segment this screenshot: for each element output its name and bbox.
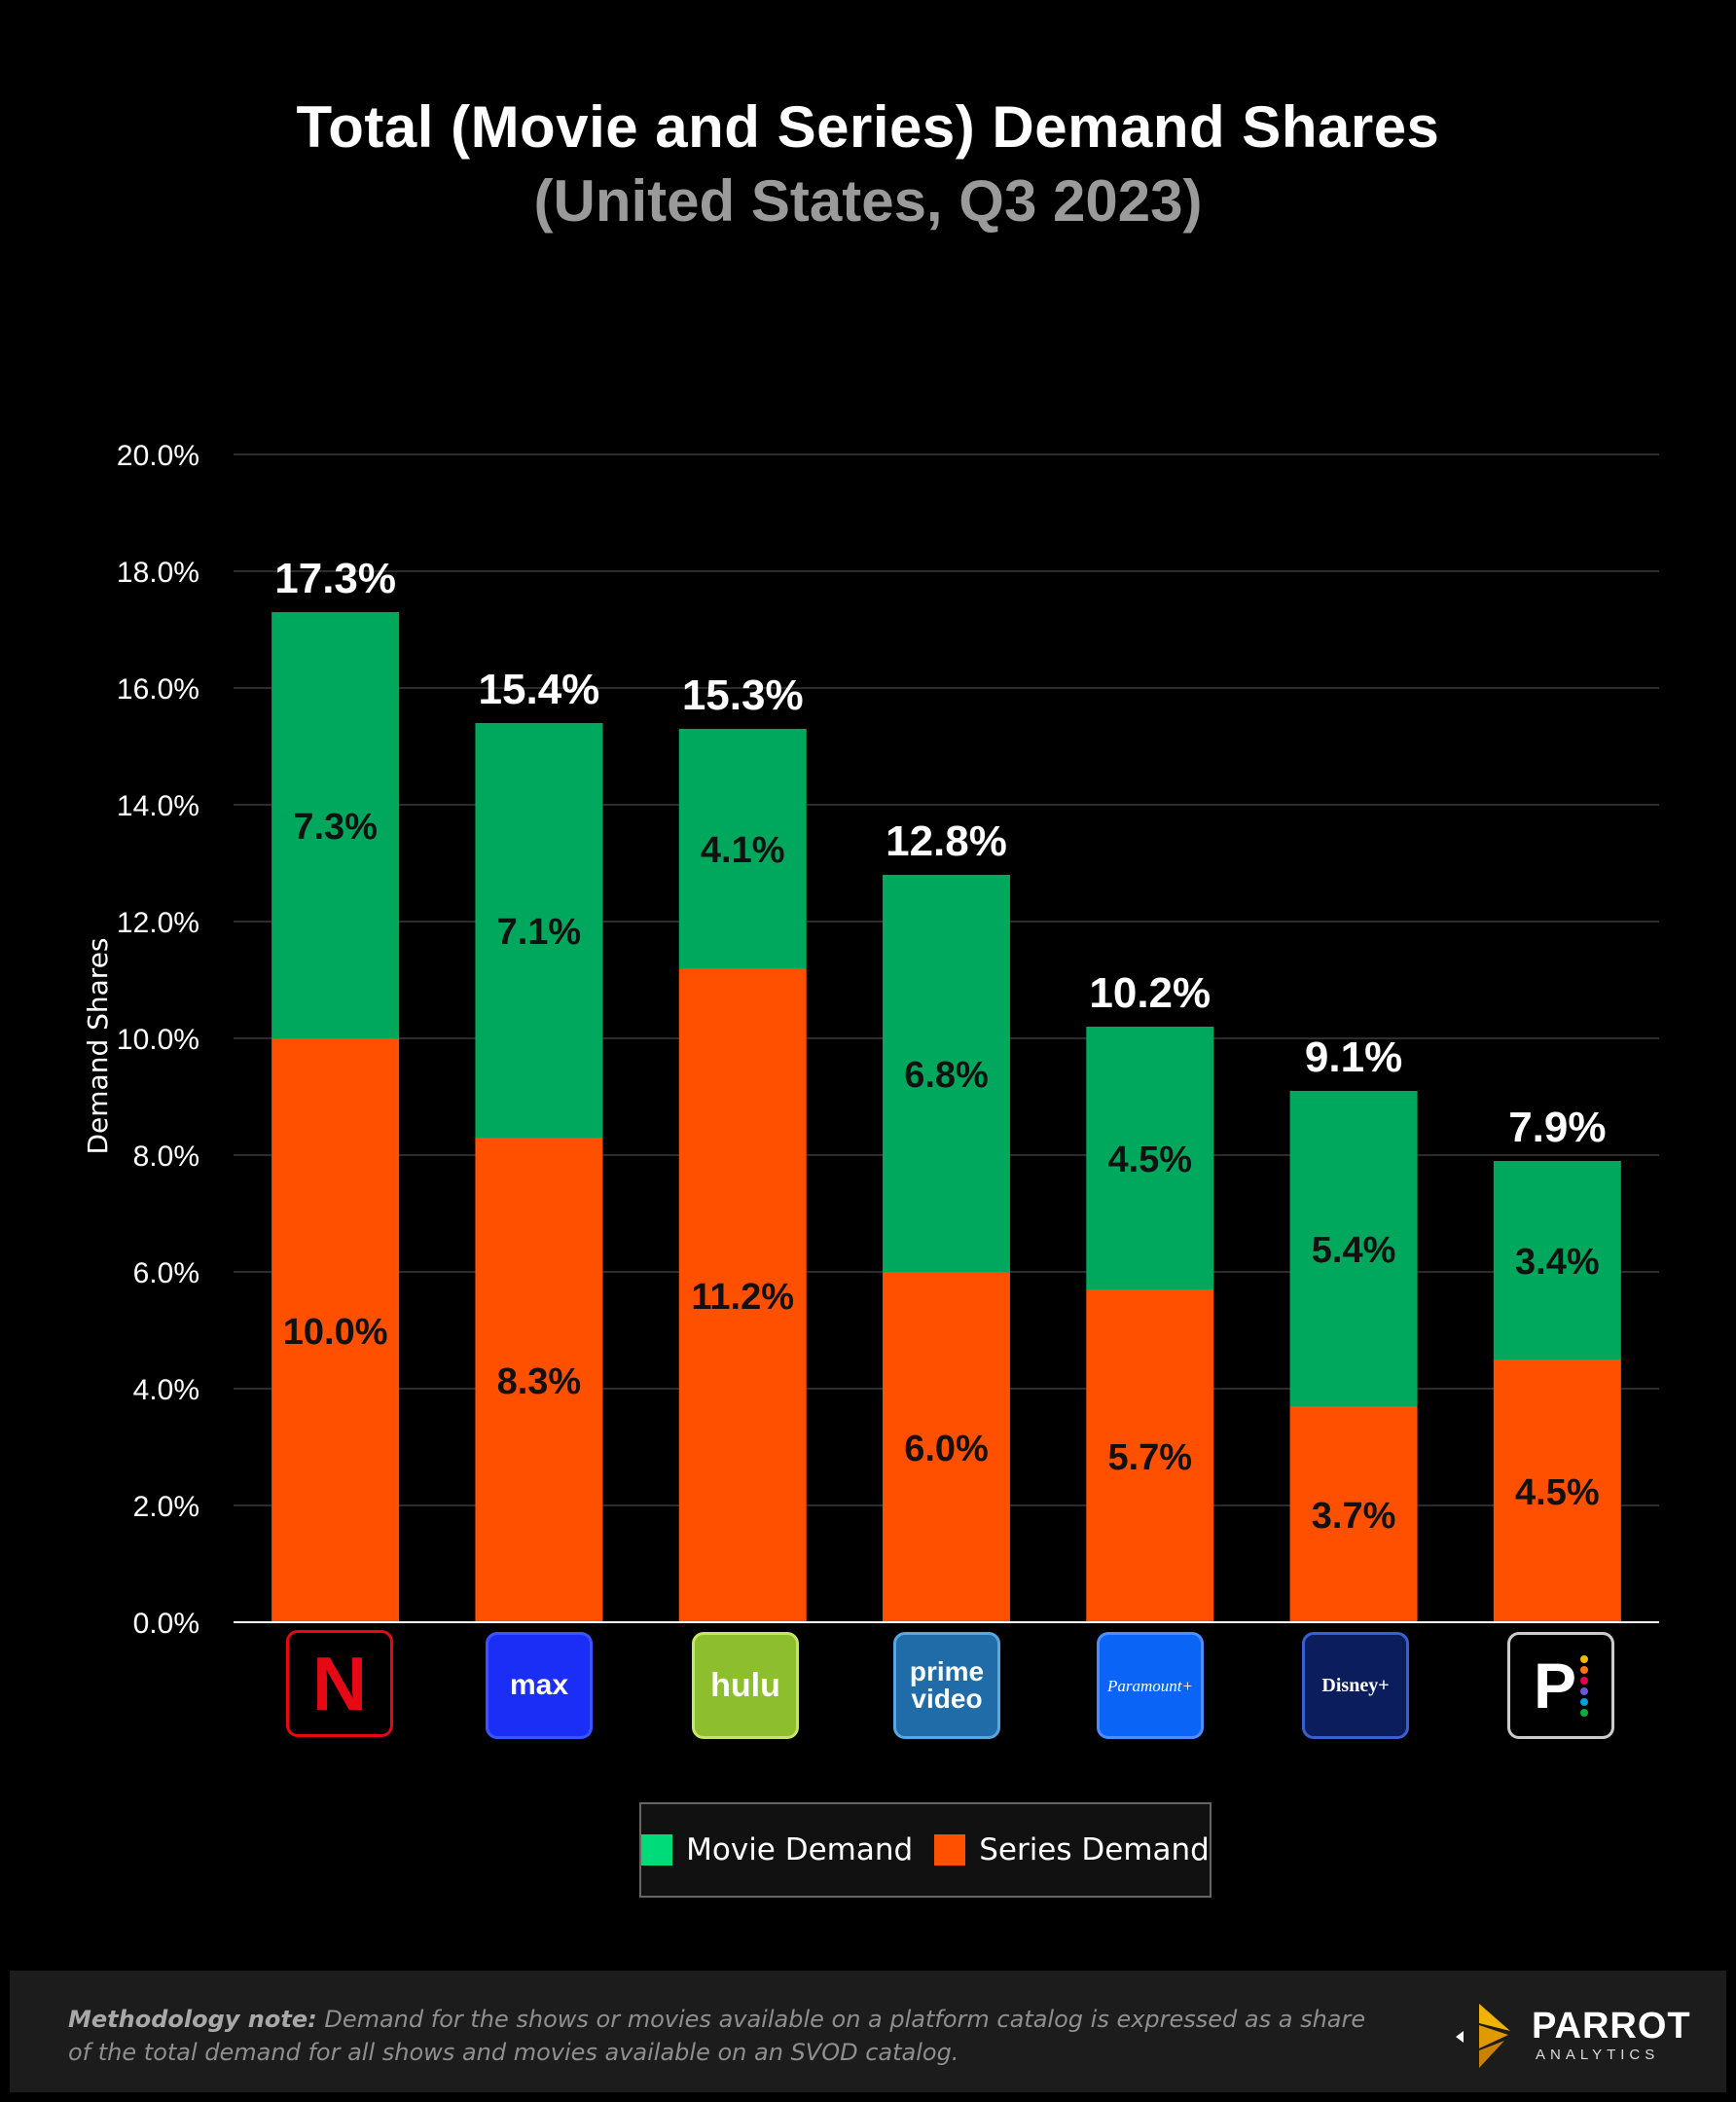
segment-value-label: 10.0% — [283, 1312, 388, 1353]
bar-segment-series — [475, 1138, 603, 1622]
segment-value-label: 4.1% — [701, 830, 785, 871]
y-tick-label: 8.0% — [133, 1141, 199, 1173]
bar-segment-movie — [883, 875, 1010, 1272]
segment-value-label: 6.0% — [904, 1429, 989, 1469]
total-value-label: 12.8% — [886, 817, 1007, 865]
max-logo: max — [486, 1632, 593, 1739]
y-tick-label: 20.0% — [117, 440, 199, 472]
legend-swatch-series — [934, 1834, 966, 1866]
parrot-analytics-logo: PARROT ANALYTICS — [1450, 2002, 1703, 2070]
bar-labels: 10.0% 7.3% 17.3% 8.3% 7.1% 15.4% 11.2% 4.1% 15.3… — [274, 555, 1606, 1537]
prime-video-logo: prime video — [893, 1632, 1000, 1739]
legend-label-movie: Movie Demand — [686, 1832, 914, 1867]
bar-segment-series — [271, 1038, 400, 1622]
bar-segment-movie — [1493, 1161, 1621, 1359]
bar-segment-series — [1289, 1406, 1418, 1622]
methodology-label: Methodology note: — [68, 2006, 317, 2033]
bar-segment-series — [678, 968, 807, 1622]
total-value-label: 15.3% — [682, 671, 804, 719]
segment-value-label: 6.8% — [904, 1055, 989, 1096]
legend-swatch-movie — [641, 1834, 673, 1866]
parrot-logo-icon — [1456, 2004, 1510, 2068]
bars — [271, 612, 1621, 1622]
total-value-label: 17.3% — [274, 555, 396, 602]
y-tick-label: 6.0% — [133, 1257, 199, 1289]
y-tick-label: 16.0% — [117, 673, 199, 706]
hulu-logo: hulu — [692, 1632, 799, 1739]
segment-value-label: 5.7% — [1107, 1437, 1192, 1478]
total-value-label: 9.1% — [1305, 1033, 1402, 1081]
peacock-logo: P — [1507, 1632, 1614, 1739]
segment-value-label: 3.7% — [1312, 1496, 1396, 1537]
segment-value-label: 8.3% — [497, 1361, 582, 1402]
netflix-logo: N — [286, 1630, 393, 1737]
legend-label-series: Series Demand — [979, 1832, 1210, 1867]
segment-value-label: 4.5% — [1515, 1472, 1600, 1513]
total-value-label: 7.9% — [1508, 1104, 1606, 1151]
brand-sub: ANALYTICS — [1536, 2047, 1660, 2063]
brand-name: PARROT — [1532, 2006, 1691, 2047]
disney-plus-logo: Disney+ — [1302, 1632, 1409, 1739]
bar-segment-movie — [678, 729, 807, 968]
segment-value-label: 7.1% — [497, 912, 582, 953]
bar-segment-movie — [475, 723, 603, 1138]
segment-value-label: 3.4% — [1515, 1242, 1600, 1283]
total-value-label: 10.2% — [1089, 969, 1211, 1017]
methodology-text: Demand for the shows or movies available… — [68, 2006, 1366, 2066]
y-tick-label: 14.0% — [117, 790, 199, 822]
segment-value-label: 11.2% — [691, 1277, 794, 1318]
y-tick-label: 12.0% — [117, 907, 199, 939]
y-tick-label: 4.0% — [133, 1374, 199, 1406]
chart-subtitle: (United States, Q3 2023) — [533, 168, 1203, 234]
y-tick-label: 10.0% — [117, 1024, 199, 1056]
y-tick-label: 0.0% — [133, 1608, 199, 1640]
stacked-bar-chart: 0.0% 2.0% 4.0% 6.0% 8.0% 10.0% 12.0% 14.0% 16.0%… — [82, 440, 1659, 1640]
methodology-note: Methodology note: Demand for the shows o… — [68, 2003, 1392, 2069]
legend: Movie Demand Series Demand — [639, 1802, 1212, 1898]
footer: Methodology note: Demand for the shows o… — [10, 1971, 1726, 2092]
chart-title: Total (Movie and Series) Demand Shares — [296, 94, 1440, 160]
bar-segment-series — [1086, 1289, 1214, 1622]
segment-value-label: 7.3% — [293, 807, 378, 848]
legend-item-series: Series Demand — [934, 1832, 1210, 1867]
segment-value-label: 5.4% — [1312, 1230, 1396, 1271]
bar-segment-movie — [1086, 1027, 1214, 1289]
total-value-label: 15.4% — [479, 666, 600, 713]
y-tick-label: 18.0% — [117, 557, 199, 589]
legend-item-movie: Movie Demand — [641, 1832, 913, 1867]
bar-segment-series — [1493, 1359, 1621, 1622]
paramount-plus-logo: Paramount+ — [1097, 1632, 1204, 1739]
y-tick-label: 2.0% — [133, 1491, 199, 1523]
bar-segment-movie — [1289, 1091, 1418, 1406]
y-axis-ticks: 0.0% 2.0% 4.0% 6.0% 8.0% 10.0% 12.0% 14.0% 16.0%… — [117, 440, 199, 1640]
bar-segment-movie — [271, 612, 400, 1038]
peacock-dots-icon — [1580, 1654, 1589, 1717]
segment-value-label: 4.5% — [1107, 1140, 1192, 1180]
bar-segment-series — [883, 1272, 1010, 1622]
y-axis-label: Demand Shares — [82, 937, 114, 1154]
